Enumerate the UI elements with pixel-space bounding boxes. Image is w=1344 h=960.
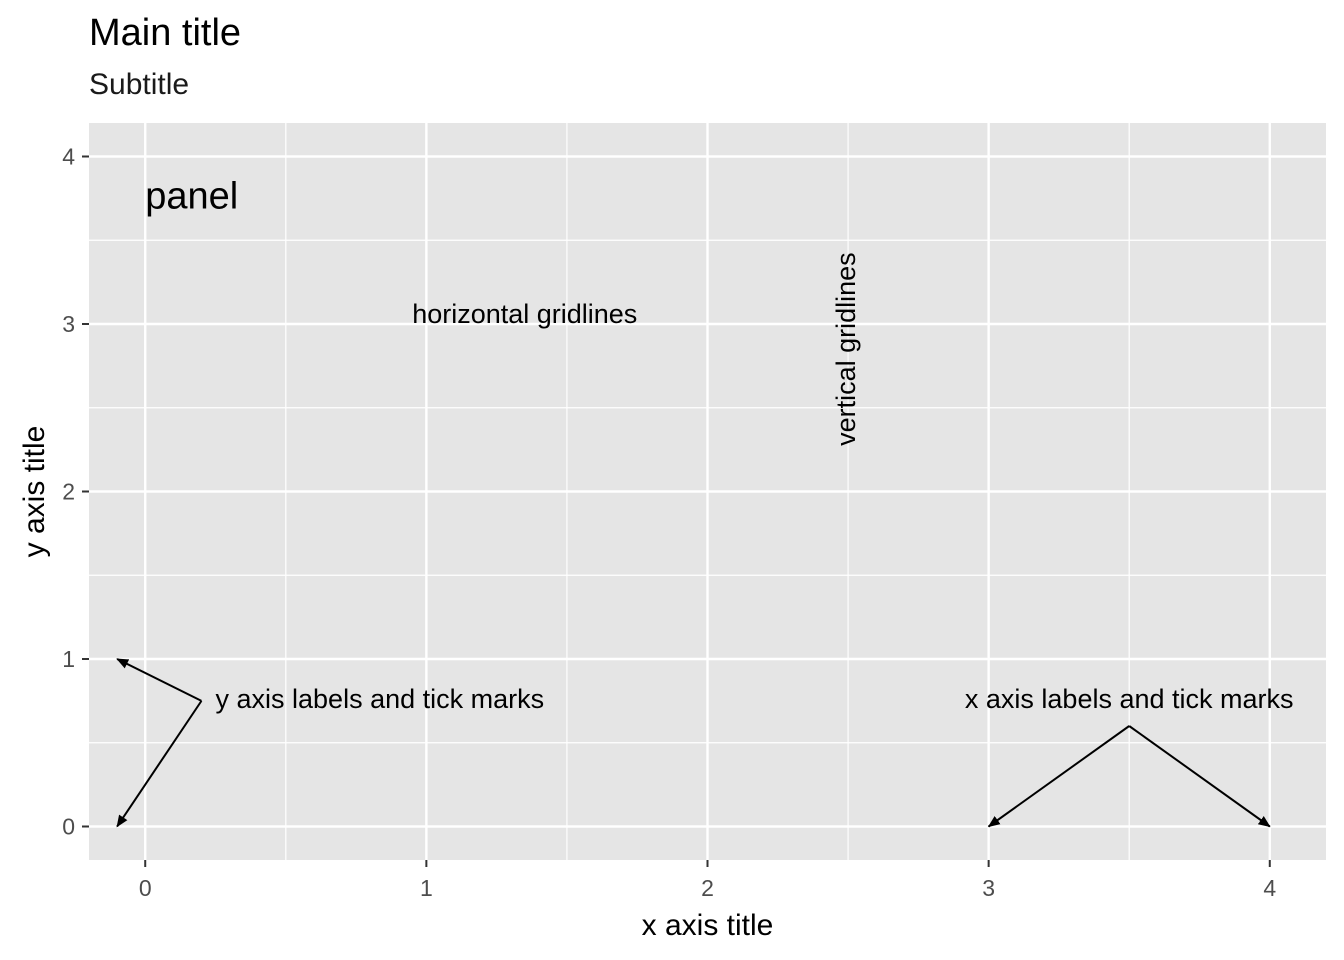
y-tick-label: 2: [62, 479, 75, 505]
x-tick-label: 4: [1263, 875, 1276, 901]
x-axis-title: x axis title: [642, 909, 774, 942]
chart-title: Main title: [89, 12, 242, 54]
annotation-label: horizontal gridlines: [412, 299, 637, 329]
y-tick-label: 1: [62, 646, 75, 672]
y-axis: 0 1 2 3 4: [62, 144, 89, 840]
x-tick-label: 0: [139, 875, 152, 901]
annotation-arrow: [1128, 725, 1271, 828]
y-tick-label: 4: [62, 144, 75, 170]
annotation-label: vertical gridlines: [831, 252, 861, 446]
annotation-label: panel: [145, 175, 238, 217]
chart-subtitle: Subtitle: [89, 68, 190, 101]
y-tick-label: 0: [62, 814, 75, 840]
annotation-arrow: [987, 725, 1130, 828]
annotation-arrow: [116, 658, 202, 702]
annotation-arrow: [116, 700, 203, 828]
major-gridlines: [89, 123, 1326, 860]
x-tick-label: 3: [982, 875, 995, 901]
y-axis-title: y axis title: [18, 426, 51, 558]
annotation-label: x axis labels and tick marks: [965, 684, 1294, 714]
annotation-label: y axis labels and tick marks: [216, 684, 545, 714]
y-tick-label: 3: [62, 311, 75, 337]
x-tick-label: 1: [420, 875, 433, 901]
x-axis: 0 1 2 3 4: [139, 860, 1276, 901]
annotations: panel horizontal gridlines vertical gridli…: [145, 175, 1293, 714]
arrows: [116, 658, 1271, 828]
x-tick-label: 2: [701, 875, 714, 901]
